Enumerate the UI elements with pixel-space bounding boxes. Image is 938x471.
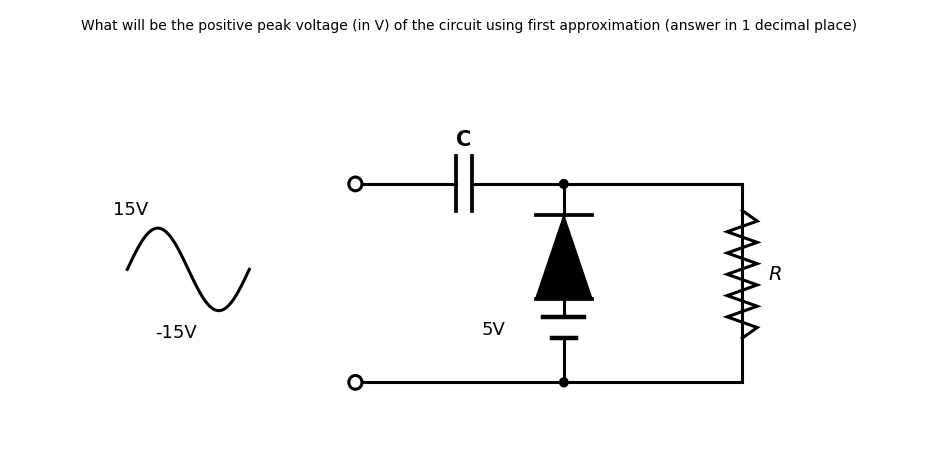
Text: 5V: 5V [482,321,506,339]
Circle shape [349,375,362,389]
Polygon shape [536,215,592,299]
Text: R: R [768,265,782,284]
Text: C: C [456,130,471,150]
Circle shape [560,378,568,387]
Text: What will be the positive peak voltage (in V) of the circuit using first approxi: What will be the positive peak voltage (… [81,19,857,33]
Circle shape [560,179,568,188]
Text: 15V: 15V [113,202,148,219]
Circle shape [349,177,362,191]
Text: -15V: -15V [156,324,197,342]
